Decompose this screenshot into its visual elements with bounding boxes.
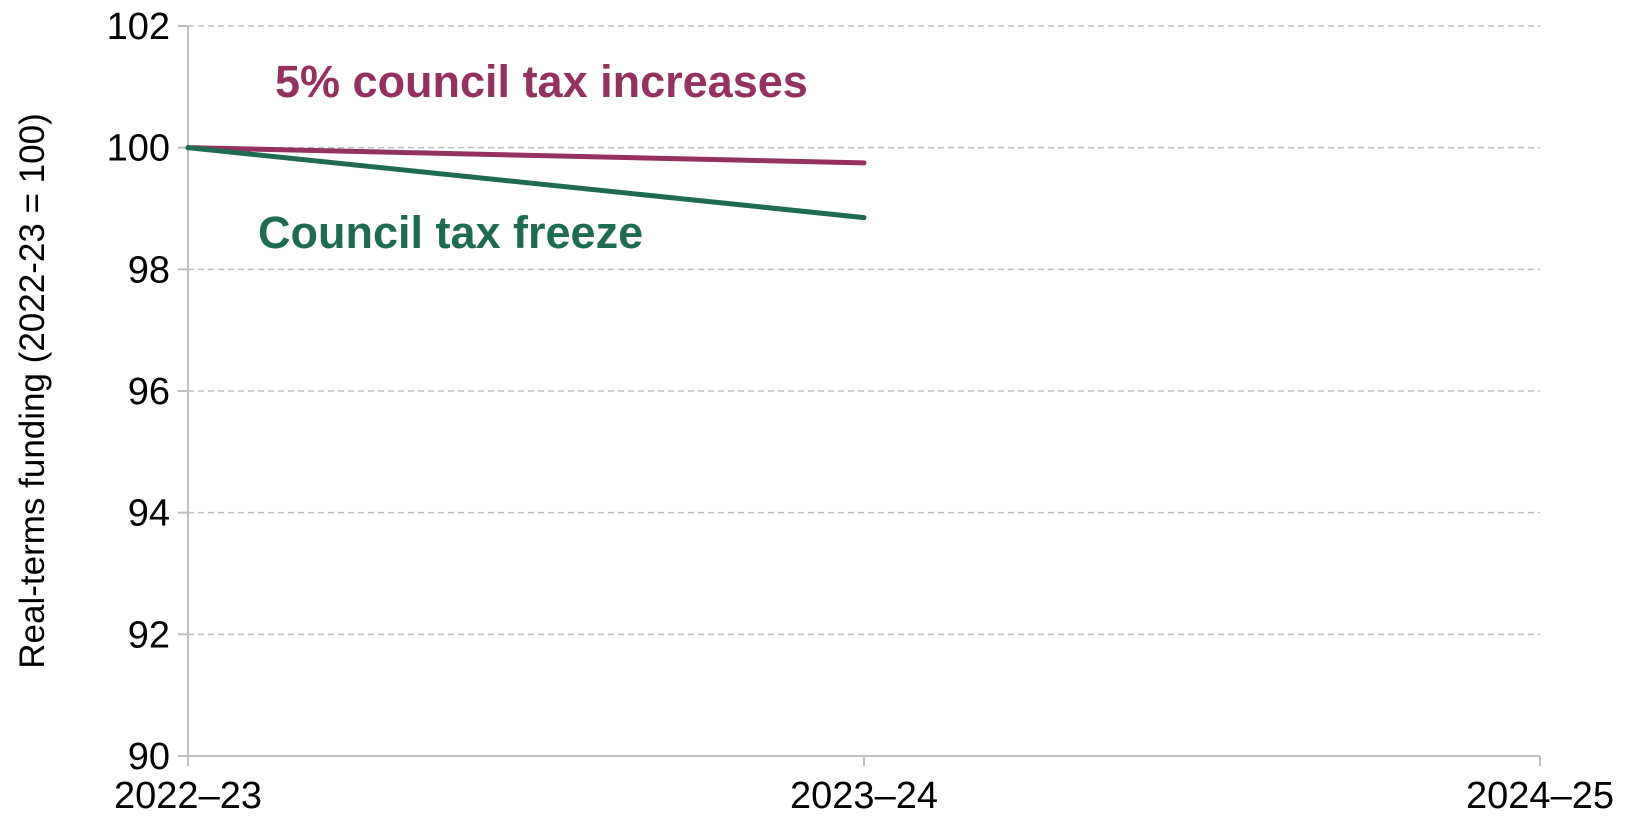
x-tick-label: 2022–23	[114, 775, 262, 817]
series-lines	[185, 145, 867, 221]
x-tick-label: 2023–24	[790, 775, 938, 817]
y-tick-label: 102	[107, 6, 170, 48]
y-tick-label: 100	[107, 128, 170, 170]
series-label-1: 5% council tax increases	[275, 56, 808, 107]
y-tick-label: 94	[128, 493, 170, 535]
labels: 90 92 94 96 98 100 102 2022–23 2023–24 2024–25 Rea…	[13, 6, 1614, 817]
series-line-1	[185, 145, 867, 166]
y-tick-label: 98	[128, 249, 170, 291]
y-tick-label: 92	[128, 614, 170, 656]
axes	[178, 25, 1541, 766]
y-tick-label: 96	[128, 371, 170, 413]
x-tick-label: 2024–25	[1466, 775, 1614, 817]
gridlines	[188, 25, 1540, 636]
series-label-2: Council tax freeze	[258, 207, 643, 258]
series-line-2	[185, 145, 867, 221]
y-tick-label: 90	[128, 736, 170, 778]
y-axis-title: Real-terms funding (2022-23 = 100)	[13, 113, 52, 668]
